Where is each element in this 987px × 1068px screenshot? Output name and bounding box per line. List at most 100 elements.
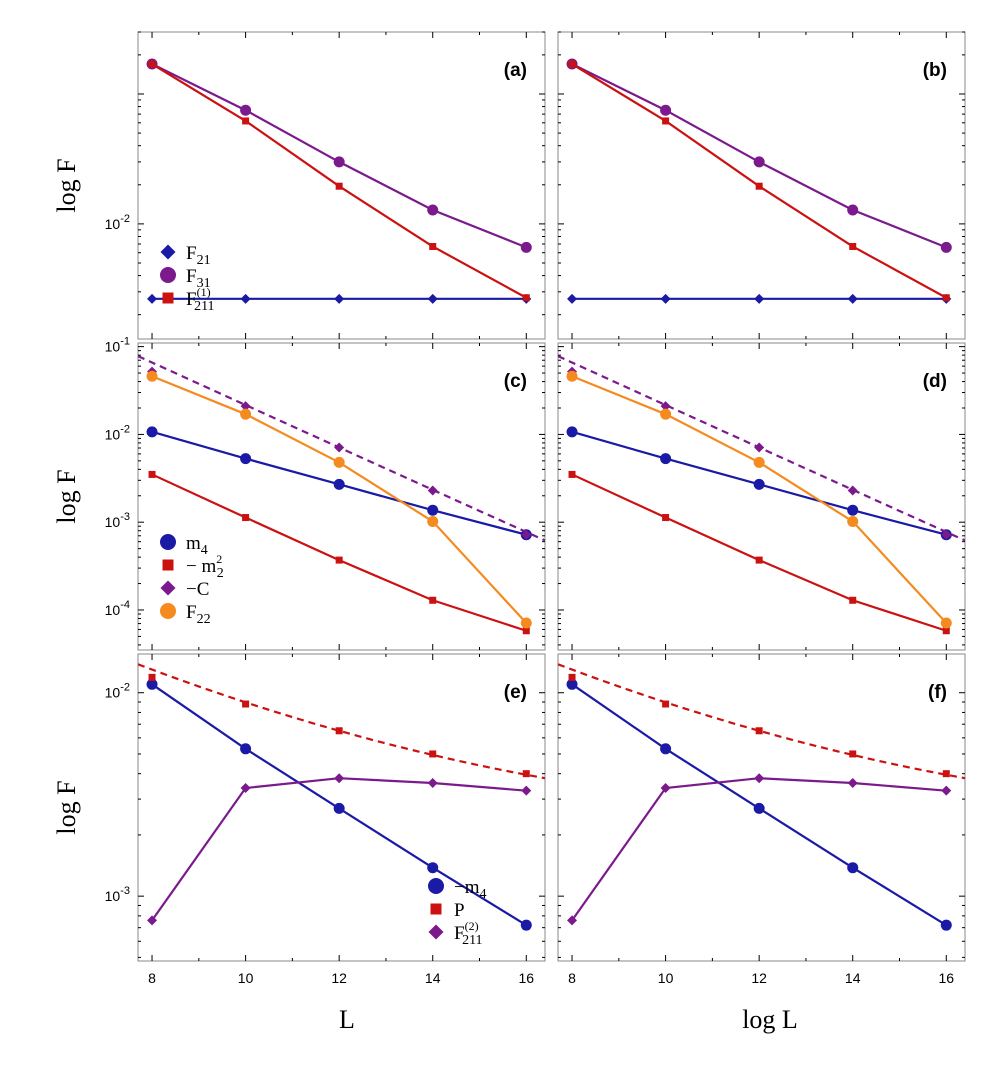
data-point [940, 241, 952, 253]
data-point [847, 515, 859, 527]
data-point [429, 596, 437, 604]
data-point [847, 485, 858, 496]
data-point [427, 862, 439, 874]
x-tick-label: 10 [238, 970, 254, 986]
data-point [660, 401, 671, 412]
data-point [753, 478, 765, 490]
series-line [558, 355, 965, 542]
series-f211-2- [147, 773, 532, 926]
data-point [334, 293, 345, 304]
data-point [755, 556, 763, 564]
data-point [240, 783, 251, 794]
x-ticks [571, 343, 947, 650]
data-point [660, 408, 672, 420]
data-point [567, 293, 578, 304]
x-ticks [151, 32, 527, 339]
data-point [146, 678, 158, 690]
y-ticks [138, 692, 545, 958]
data-point [754, 442, 765, 453]
data-point [660, 453, 672, 465]
legend-marker [160, 534, 176, 550]
series-f211-1- [568, 60, 950, 302]
series-m4 [146, 426, 532, 541]
data-point [942, 627, 950, 635]
legend-label: −m4 [454, 877, 487, 902]
data-point [942, 294, 950, 302]
data-point [660, 104, 672, 116]
data-point [240, 401, 251, 412]
data-point [335, 556, 343, 564]
series--m2-2 [568, 470, 950, 635]
data-point [522, 294, 530, 302]
data-point [755, 182, 763, 190]
panel-d: (d) [557, 342, 966, 651]
data-point [660, 783, 671, 794]
panel-tag: (d) [923, 371, 947, 392]
legend-marker [430, 903, 442, 915]
data-point [753, 802, 765, 814]
legend-marker [428, 924, 444, 940]
data-point [148, 673, 156, 681]
data-point [242, 700, 250, 708]
x-tick-label: 14 [425, 970, 441, 986]
x-tick-label: 12 [331, 970, 347, 986]
data-point [520, 241, 532, 253]
plot-area [558, 355, 965, 635]
x-axis-label-left: L [339, 1005, 355, 1034]
panel-b: (b) [557, 31, 966, 340]
data-point [847, 504, 859, 516]
series-f22 [566, 370, 952, 629]
legend-marker [162, 559, 174, 571]
data-point [429, 750, 437, 758]
x-ticks [151, 654, 527, 961]
x-tick-label: 16 [938, 970, 954, 986]
y-tick-label: 10-1 [105, 336, 130, 355]
data-point [568, 673, 576, 681]
data-point [662, 117, 670, 125]
series-f211-2- [567, 773, 952, 926]
x-tick-label: 12 [751, 970, 767, 986]
data-point [849, 596, 857, 604]
x-tick-label: 16 [518, 970, 534, 986]
data-point [568, 60, 576, 68]
data-point [240, 453, 252, 465]
y-tick-label: 10-3 [105, 511, 130, 530]
data-point [240, 743, 252, 755]
series--m2-2 [148, 470, 530, 635]
data-point [520, 919, 532, 931]
data-point [240, 104, 252, 116]
data-point [849, 242, 857, 250]
legend-label: F21 [186, 243, 211, 268]
data-point [566, 370, 578, 382]
y-tick-label: 10-3 [105, 885, 130, 904]
data-point [147, 293, 158, 304]
plot-area [558, 663, 965, 931]
panel-tag: (c) [504, 371, 527, 392]
y-ticks [558, 692, 965, 958]
data-point [660, 743, 672, 755]
data-point [521, 785, 532, 796]
data-point [847, 862, 859, 874]
legend-marker [160, 267, 176, 283]
plot-area [138, 663, 545, 931]
panel-frame [557, 342, 966, 651]
legend-marker [160, 580, 176, 596]
data-point [753, 156, 765, 168]
data-point [522, 770, 530, 778]
plot-area [566, 58, 952, 304]
legend-label: − m2 2 [186, 552, 224, 581]
data-point [335, 182, 343, 190]
legend-label: m4 [186, 533, 208, 558]
x-tick-label: 10 [658, 970, 674, 986]
data-point [662, 514, 670, 522]
panel-tag: (a) [504, 60, 527, 81]
data-point [240, 293, 251, 304]
data-point [940, 617, 952, 629]
x-tick-label: 8 [568, 970, 576, 986]
